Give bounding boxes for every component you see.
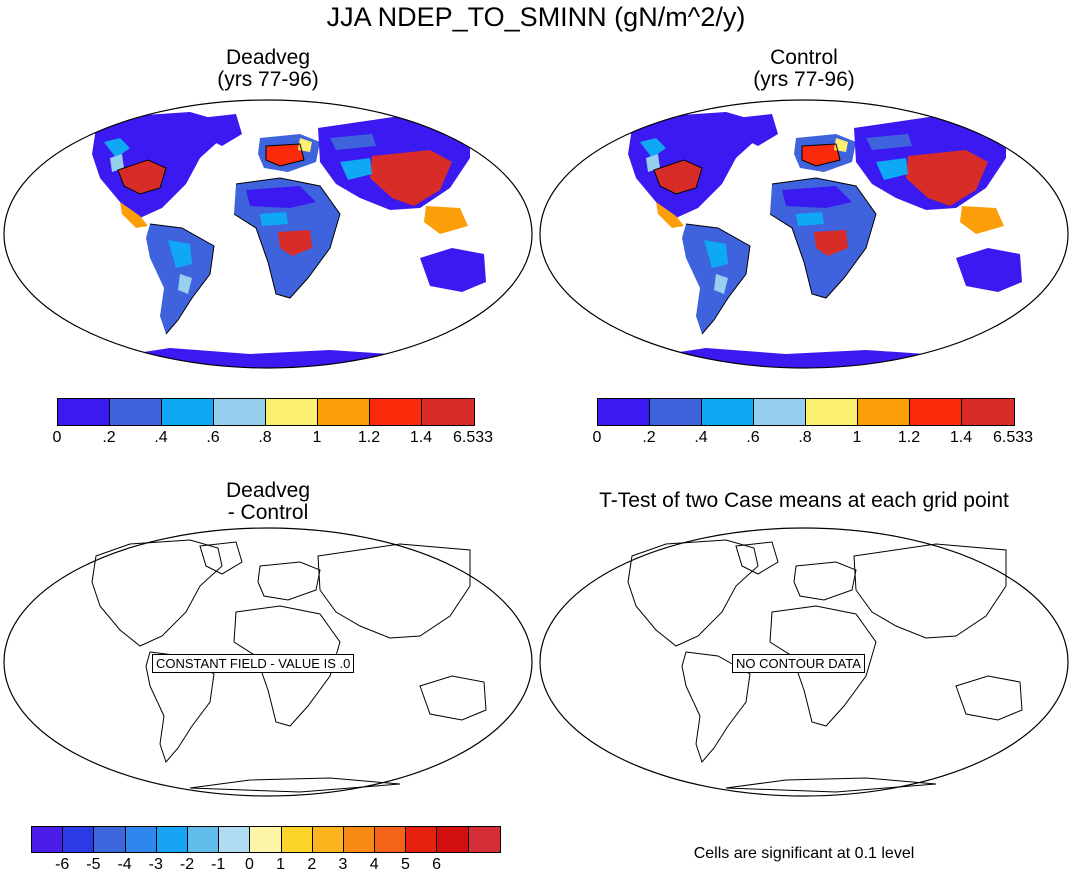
colorbar-difference-tick-label: 0: [244, 856, 254, 873]
colorbar-difference-tick-label: 1: [276, 856, 286, 873]
colorbar-control-box: [702, 399, 754, 425]
colorbar-difference-box: [32, 827, 64, 852]
colorbar-difference-tick-label: 4: [369, 856, 379, 873]
colorbar-difference-tick-label: -2: [179, 856, 195, 873]
colorbar-difference: [31, 826, 501, 853]
colorbar-deadveg-tick-label: .8: [258, 429, 272, 446]
main-title: JJA NDEP_TO_SMINN (gN/m^2/y): [326, 2, 746, 32]
colorbar-difference-box: [468, 827, 500, 852]
colorbar-difference-tick-label: -6: [55, 856, 70, 873]
colorbar-control-tick-label: .4: [694, 429, 708, 446]
colorbar-deadveg-labels: 0 .2 .4 .6 .8 1 1.2 1.4 6.533: [53, 429, 493, 449]
colorbar-deadveg-box: [422, 399, 474, 425]
map-difference: [3, 527, 533, 797]
colorbar-control-box: [806, 399, 858, 425]
colorbar-deadveg-tick-label: 0: [52, 429, 62, 446]
colorbar-difference-tick-label: -5: [86, 856, 101, 873]
colorbar-difference-box: [63, 827, 95, 852]
colorbar-deadveg-box: [214, 399, 266, 425]
colorbar-control-box: [910, 399, 962, 425]
colorbar-difference-box: [156, 827, 188, 852]
colorbar-difference-box: [343, 827, 376, 852]
panel-title-control: Control (yrs 77-96): [753, 46, 855, 91]
colorbar-difference-box: [125, 827, 157, 852]
colorbar-control-tick-label: 1: [852, 429, 862, 446]
colorbar-deadveg-tick-label: 1.4: [409, 429, 433, 446]
colorbar-control-box: [650, 399, 702, 425]
colorbar-difference-box: [94, 827, 126, 852]
colorbar-difference-box: [187, 827, 220, 852]
colorbar-difference-tick-label: 5: [400, 856, 410, 873]
map-ttest: [539, 527, 1069, 797]
colorbar-deadveg-box: [110, 399, 162, 425]
colorbar-difference-box: [312, 827, 344, 852]
colorbar-control-box: [962, 399, 1014, 425]
colorbar-control-labels: 0 .2 .4 .6 .8 1 1.2 1.4 6.533: [593, 429, 1033, 449]
constant-field-message: CONSTANT FIELD - VALUE IS .0: [152, 654, 355, 673]
colorbar-difference-tick-label: -1: [211, 856, 226, 873]
colorbar-difference-tick-label: -3: [148, 856, 163, 873]
colorbar-control-box: [598, 399, 650, 425]
colorbar-difference-box: [250, 827, 282, 852]
colorbar-deadveg-box: [162, 399, 214, 425]
colorbar-difference-box: [375, 827, 407, 852]
colorbar-control-tick-label: 1.4: [949, 429, 973, 446]
colorbar-deadveg-tick-label: .2: [102, 429, 116, 446]
significance-note: Cells are significant at 0.1 level: [693, 845, 915, 862]
colorbar-deadveg-box: [370, 399, 422, 425]
colorbar-control: [597, 398, 1015, 426]
colorbar-difference-labels: -6 -5 -4 -3 -2 -1 0 1 2 3 4 5 6: [31, 856, 499, 874]
colorbar-difference-tick-label: 3: [338, 856, 348, 873]
map-deadveg: [3, 99, 533, 369]
colorbar-deadveg: [57, 398, 475, 426]
colorbar-difference-tick-label: 6: [432, 856, 442, 873]
colorbar-control-tick-label: .2: [642, 429, 656, 446]
colorbar-deadveg-box: [58, 399, 110, 425]
panel-title-deadveg: Deadveg (yrs 77-96): [217, 46, 319, 91]
colorbar-control-tick-label: 1.2: [897, 429, 921, 446]
colorbar-deadveg-tick-label: .6: [206, 429, 220, 446]
colorbar-control-box: [858, 399, 910, 425]
colorbar-deadveg-tick-label: 6.533: [452, 429, 494, 446]
panel-title-difference: Deadveg - Control: [225, 479, 311, 524]
colorbar-deadveg-tick-label: 1: [312, 429, 322, 446]
colorbar-control-tick-label: .8: [798, 429, 812, 446]
colorbar-control-tick-label: .6: [746, 429, 760, 446]
panel-title-ttest: T-Test of two Case means at each grid po…: [599, 489, 1009, 512]
colorbar-deadveg-box: [318, 399, 370, 425]
colorbar-control-tick-label: 0: [592, 429, 602, 446]
colorbar-difference-tick-label: 2: [307, 856, 317, 873]
colorbar-control-box: [754, 399, 806, 425]
map-control: [539, 99, 1069, 369]
colorbar-deadveg-tick-label: 1.2: [357, 429, 381, 446]
colorbar-difference-box: [437, 827, 469, 852]
colorbar-difference-box: [406, 827, 438, 852]
colorbar-deadveg-tick-label: .4: [154, 429, 168, 446]
colorbar-difference-tick-label: -4: [117, 856, 132, 873]
colorbar-difference-box: [281, 827, 313, 852]
colorbar-control-tick-label: 6.533: [992, 429, 1034, 446]
colorbar-deadveg-box: [266, 399, 318, 425]
colorbar-difference-box: [219, 827, 251, 852]
no-contour-message: NO CONTOUR DATA: [732, 654, 865, 673]
